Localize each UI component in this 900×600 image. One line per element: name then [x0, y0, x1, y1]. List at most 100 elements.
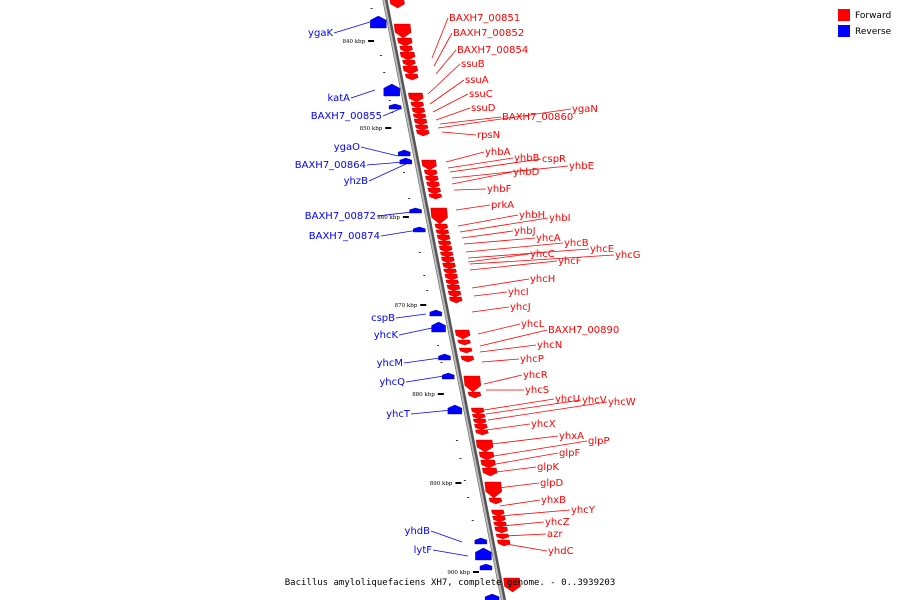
gene-label-f: prkA: [491, 200, 514, 211]
leader-line: [471, 278, 530, 289]
gene-label-r: yhcM: [377, 358, 403, 369]
gene-label-f: ygaN: [572, 104, 598, 115]
gene-forward-block: [389, 0, 405, 9]
gene-forward-block: [436, 234, 451, 242]
gene-label-f: BAXH7_00854: [457, 45, 528, 56]
tick-label: 880 kbp: [412, 392, 435, 398]
gene-reverse-block: [383, 83, 400, 97]
minor-tick: [463, 480, 466, 481]
gene-forward-block: [439, 251, 454, 258]
minor-tick: [437, 345, 440, 346]
gene-forward-block: [413, 118, 428, 126]
gene-label-f: yhcJ: [510, 302, 531, 313]
gene-forward-block: [494, 526, 508, 534]
gene-forward-block: [475, 439, 494, 453]
gene-forward-block: [448, 296, 463, 304]
gene-label-f: yhbF: [487, 184, 512, 195]
gene-label-f: BAXH7_00851: [449, 13, 520, 24]
gene-forward-block: [481, 467, 498, 477]
gene-forward-block: [488, 497, 503, 505]
leader-line: [491, 435, 559, 445]
tick-label: 900 kbp: [447, 570, 470, 576]
tick-mark: [455, 482, 462, 484]
gene-label-r: BAXH7_00864: [295, 160, 366, 171]
leader-line: [463, 237, 536, 245]
gene-reverse-block: [429, 309, 443, 317]
tick-mark: [472, 571, 479, 573]
leader-line: [473, 291, 508, 297]
gene-label-r: yhcK: [374, 330, 399, 341]
leader-line: [495, 466, 537, 473]
gene-forward-block: [393, 23, 412, 39]
minor-tick: [383, 72, 386, 73]
minor-tick: [388, 100, 391, 101]
gene-reverse-block: [447, 404, 463, 415]
leader-line: [410, 409, 453, 415]
gene-forward-block: [402, 59, 416, 67]
leader-line: [503, 533, 547, 537]
leader-line: [467, 248, 590, 259]
minor-tick: [471, 520, 474, 521]
leader-line: [395, 313, 427, 319]
gene-label-f: yhcI: [508, 287, 529, 298]
label-leaders: [333, 17, 615, 557]
leader-line: [457, 214, 519, 227]
leader-line: [505, 543, 548, 552]
gene-label-f: yhcV: [582, 395, 607, 406]
gene-forward-block: [463, 375, 482, 393]
gene-forward-block: [411, 107, 426, 115]
gene-forward-block: [470, 407, 485, 415]
leader-line: [493, 440, 588, 457]
legend-label-forward: Forward: [855, 11, 891, 21]
leader-line: [380, 229, 419, 237]
leader-line: [495, 452, 559, 465]
gene-forward-block: [471, 413, 486, 420]
gene-forward-block: [423, 169, 438, 177]
gene-label-f: rpsN: [477, 130, 500, 141]
leader-line: [485, 399, 582, 415]
leader-line: [368, 163, 407, 182]
leader-line: [499, 509, 571, 517]
leader-line: [432, 549, 469, 557]
gene-label-f: yhcC: [530, 249, 555, 260]
leader-line: [333, 21, 371, 34]
leader-line: [427, 63, 461, 95]
legend-label-reverse: Reverse: [855, 27, 892, 37]
gene-forward-block: [427, 187, 441, 195]
gene-label-f: yhcE: [590, 244, 614, 255]
leader-line: [398, 327, 433, 336]
gene-forward-block: [443, 268, 457, 275]
gene-label-r: yhcQ: [379, 377, 405, 388]
leader-line: [431, 17, 449, 59]
gene-forward-block: [496, 539, 511, 547]
gene-forward-block: [442, 262, 456, 270]
leader-line: [501, 521, 545, 527]
gene-forward-block: [444, 273, 458, 281]
tick-mark: [402, 216, 409, 218]
gene-reverse-block: [399, 157, 412, 165]
minor-tick: [440, 362, 443, 363]
tick-mark: [420, 304, 427, 306]
gene-forward-block: [404, 73, 419, 81]
gene-forward-block: [414, 124, 429, 131]
gene-label-f: azr: [547, 529, 563, 540]
gene-label-f: yhxA: [559, 431, 584, 442]
gene-label-f: yhcX: [531, 419, 556, 430]
gene-label-r: lytF: [414, 545, 433, 556]
gene-label-f: ssuB: [461, 59, 485, 70]
leader-line: [441, 131, 477, 136]
gene-forward-block: [437, 240, 452, 247]
minor-tick: [408, 198, 411, 199]
leader-line: [483, 374, 523, 385]
leader-line: [432, 93, 469, 113]
leader-line: [469, 260, 558, 271]
gene-label-f: yhcN: [537, 340, 562, 351]
leader-line: [455, 204, 491, 211]
scale-ticks: 840 kbp 850 kbp 860 kbp 870 kbp 880 kbp 890 k…: [342, 39, 479, 576]
tick-mark: [385, 127, 392, 129]
leader-line: [459, 217, 549, 233]
gene-reverse-block: [370, 15, 387, 29]
gene-label-f: cspR: [542, 154, 566, 165]
legend: Forward Reverse: [838, 9, 892, 37]
gene-label-f: ssuA: [465, 75, 489, 86]
